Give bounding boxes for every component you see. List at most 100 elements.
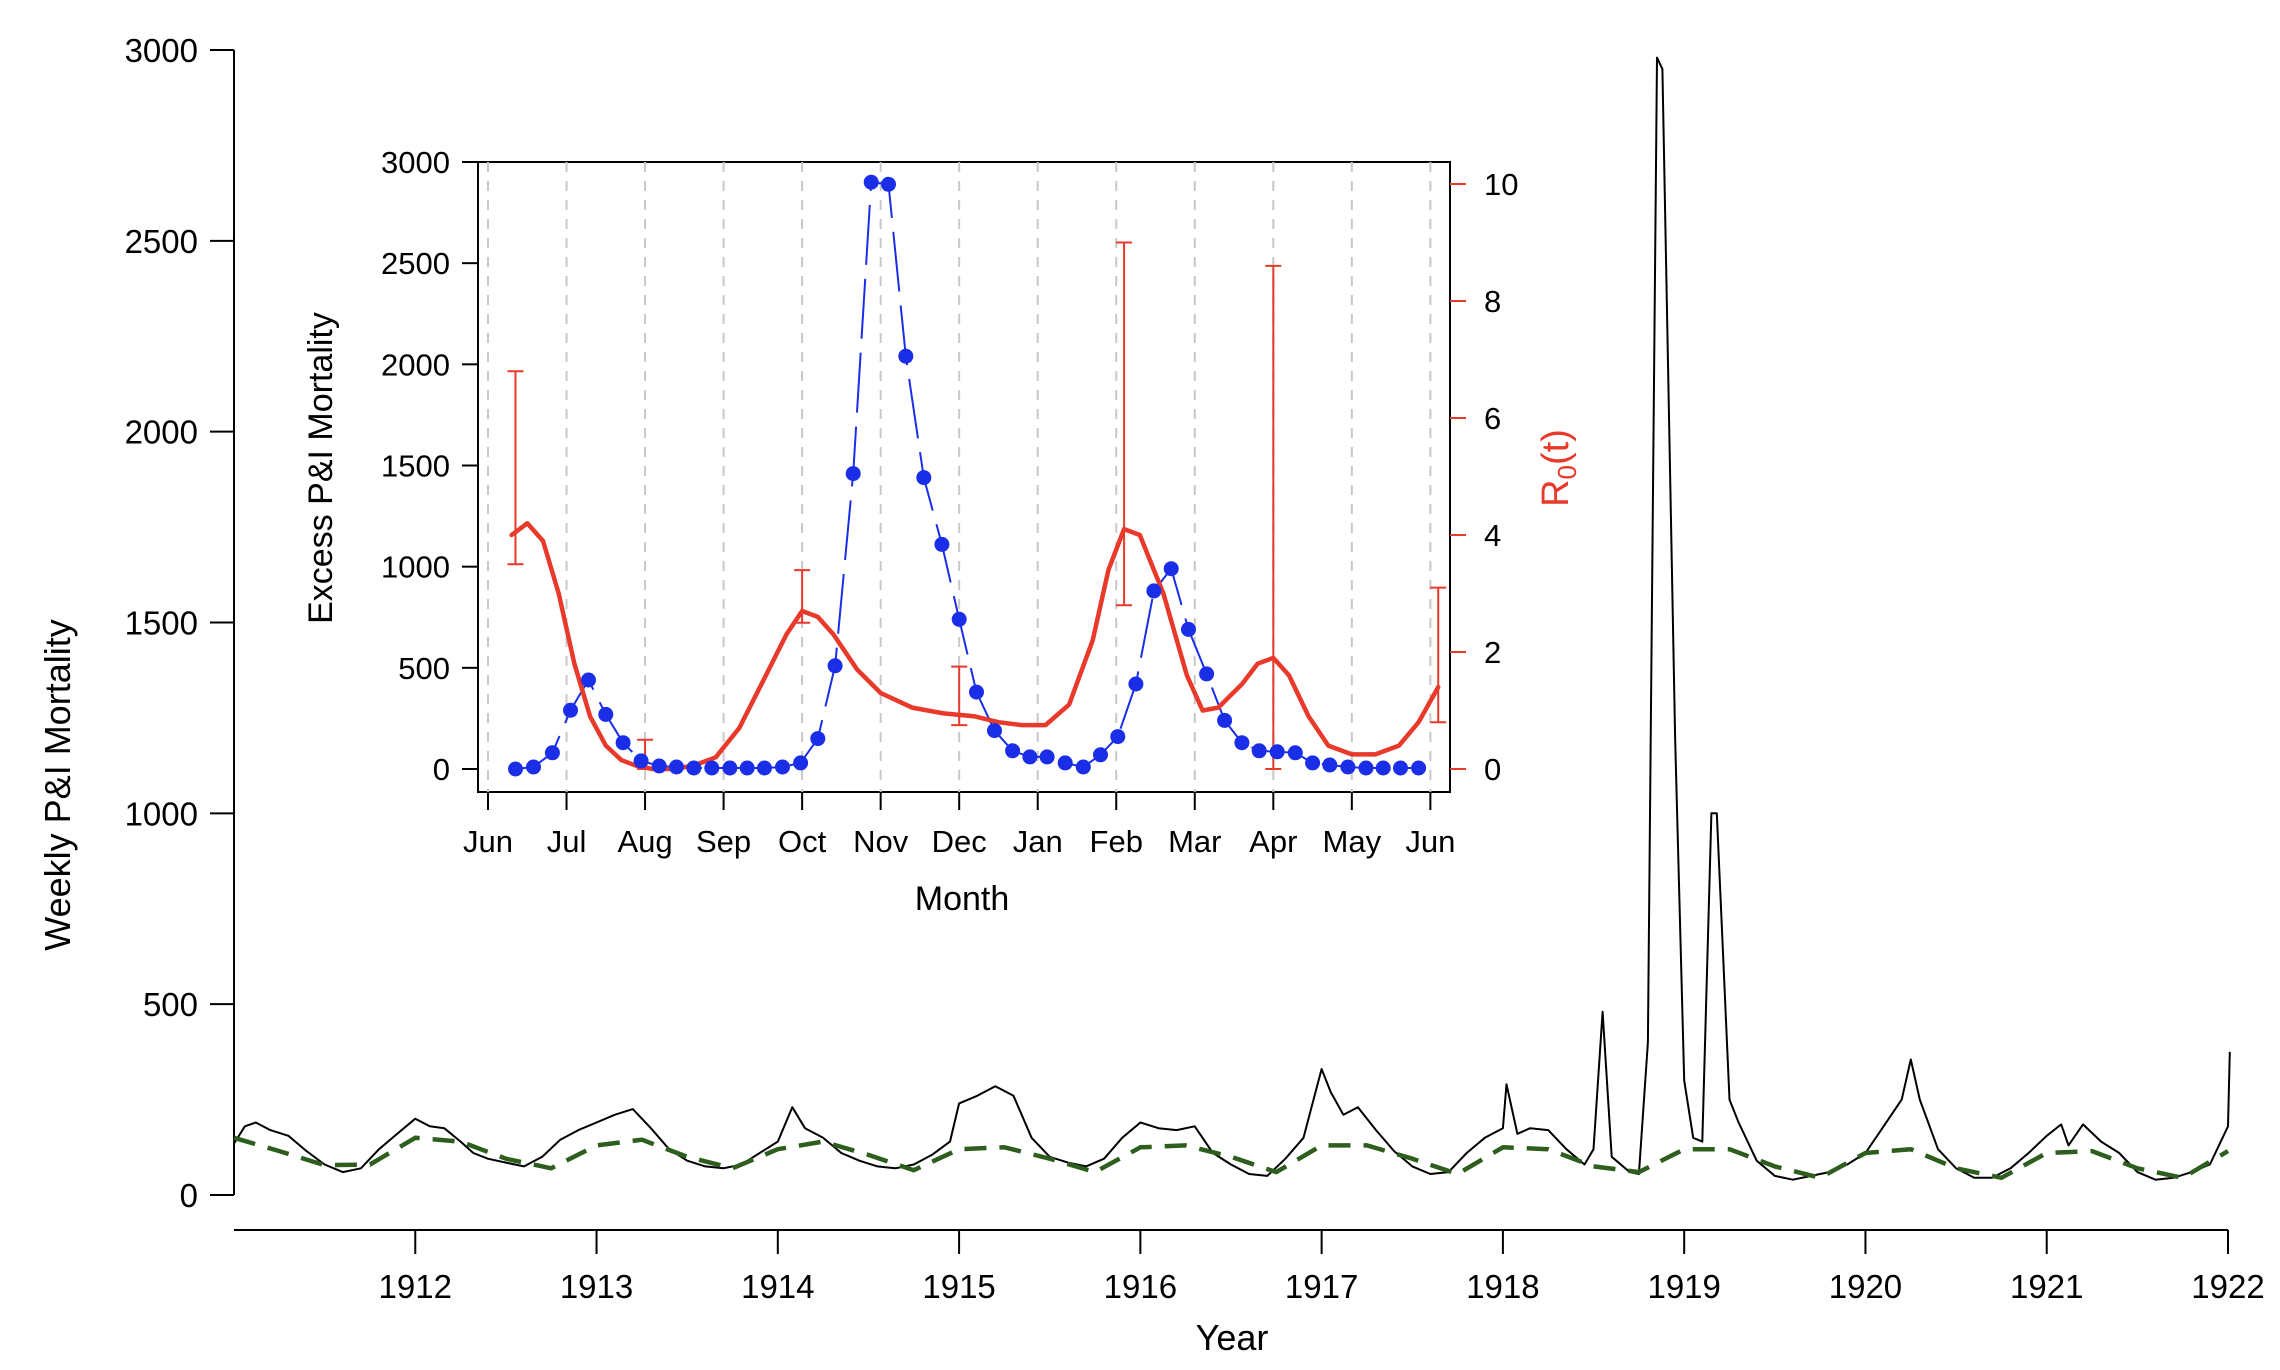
mortality-point [1269, 744, 1285, 760]
mortality-point [1146, 583, 1162, 599]
mortality-point [722, 760, 738, 776]
mortality-point [827, 658, 843, 674]
mortality-point [508, 761, 523, 777]
inset-y2-tick-label: 8 [1484, 284, 1501, 319]
inset-x-tick-label: Jun [463, 824, 513, 859]
mortality-point [1022, 749, 1038, 765]
main-x-tick-label: 1922 [2191, 1268, 2264, 1305]
inset-x-tick-label: Jul [547, 824, 587, 859]
mortality-point [1322, 757, 1338, 773]
main-x-tick-label: 1921 [2010, 1268, 2083, 1305]
mortality-point [987, 723, 1002, 739]
main-y-tick-label: 1000 [125, 795, 198, 832]
inset-y2-tick-label: 2 [1484, 635, 1501, 670]
inset-x-tick-label: Jan [1013, 824, 1063, 859]
mortality-point [686, 760, 702, 776]
mortality-point [598, 706, 614, 722]
inset-y-tick-label: 500 [398, 651, 450, 686]
inset-y2-tick-label: 6 [1484, 401, 1501, 436]
inset-x-tick-label: Apr [1249, 824, 1297, 859]
mortality-point [651, 758, 667, 774]
mortality-point [881, 176, 896, 192]
main-x-tick-label: 1920 [1829, 1268, 1902, 1305]
inset-y-tick-label: 1000 [381, 550, 450, 585]
main-x-tick-label: 1917 [1285, 1268, 1358, 1305]
mortality-point [1251, 743, 1267, 759]
inset-y2-tick-label: 0 [1484, 752, 1501, 787]
inset-y-axis-title: Excess P&I Mortality [302, 312, 340, 624]
main-x-tick-label: 1918 [1466, 1268, 1539, 1305]
mortality-point [775, 759, 790, 775]
inset-x-tick-label: Oct [778, 824, 827, 859]
mortality-point [916, 470, 932, 486]
main-y-tick-label: 1500 [125, 605, 198, 642]
baseline-dashed-line [233, 1135, 2230, 1181]
inset-y-tick-label: 2000 [381, 347, 450, 382]
mortality-point [756, 760, 772, 776]
r0-curve [509, 521, 1441, 772]
mortality-point [1093, 747, 1108, 763]
inset-x-tick-label: Jun [1405, 824, 1455, 859]
mortality-point [615, 735, 631, 751]
mortality-point [1181, 621, 1196, 637]
main-y-tick-label: 0 [180, 1177, 198, 1214]
mortality-point [810, 731, 826, 747]
mortality-point [898, 348, 914, 364]
main-series [233, 56, 2231, 1181]
inset-x-tick-label: May [1323, 824, 1382, 859]
mortality-point [739, 760, 755, 776]
main-x-tick-label: 1913 [560, 1268, 633, 1305]
inset-y2-title-main: R [1535, 479, 1577, 506]
mortality-point [563, 702, 578, 718]
main-x-tick-label: 1916 [1104, 1268, 1177, 1305]
main-y-tick-label: 3000 [125, 32, 198, 69]
inset-y2-title-sub: 0 [1552, 465, 1582, 479]
inset-frame [477, 161, 1451, 793]
mortality-point [1075, 759, 1091, 775]
inset-y2-title-tail: (t) [1535, 429, 1577, 465]
mortality-point [704, 760, 720, 776]
main-x-tick-label: 1912 [379, 1268, 452, 1305]
main-x-tick-label: 1919 [1647, 1268, 1720, 1305]
mortality-point [1217, 712, 1233, 728]
mortality-point [1110, 729, 1126, 745]
inset-x-tick-label: Nov [853, 824, 909, 859]
main-y-tick-label: 2500 [125, 223, 198, 260]
mortality-point [1340, 759, 1356, 775]
inset-y2-axis-title: R0(t) [1535, 429, 1582, 507]
mortality-point [1358, 760, 1374, 776]
mortality-point [1005, 743, 1021, 759]
mortality-point [969, 684, 984, 700]
main-y-axis-title: Weekly P&I Mortality [37, 619, 78, 950]
mortality-point [1411, 760, 1427, 776]
mortality-point [1305, 755, 1321, 771]
main-y-tick-label: 2000 [125, 414, 198, 451]
observed-mortality-line [233, 56, 2231, 1181]
mortality-point [1234, 735, 1250, 751]
main-x-tick-label: 1915 [922, 1268, 995, 1305]
mortality-point [934, 536, 950, 552]
mortality-point [1057, 755, 1073, 771]
mortality-point [526, 759, 541, 775]
inset-y2-tick-label: 10 [1484, 167, 1518, 202]
inset-x-tick-label: Mar [1168, 824, 1221, 859]
main-x-tick-label: 1914 [741, 1268, 814, 1305]
mortality-point [1393, 760, 1408, 776]
mortality-point [1199, 666, 1215, 682]
mortality-point [1287, 745, 1303, 761]
mortality-point [1039, 749, 1055, 765]
mortality-point [1128, 676, 1144, 692]
mortality-point [633, 753, 649, 769]
inset-y-tick-label: 0 [433, 752, 450, 787]
inset-x-tick-label: Dec [932, 824, 987, 859]
main-x-axis-title: Year [1196, 1317, 1269, 1358]
inset-axes: Jun Jul Aug Sep Oct Nov Dec Jan Feb Mar Apr May Jun 0… [381, 145, 1518, 859]
inset-x-tick-label: Feb [1090, 824, 1143, 859]
mortality-point [845, 466, 861, 482]
mortality-point [863, 174, 879, 190]
inset-y-tick-label: 2500 [381, 246, 450, 281]
mortality-point [1375, 760, 1391, 776]
